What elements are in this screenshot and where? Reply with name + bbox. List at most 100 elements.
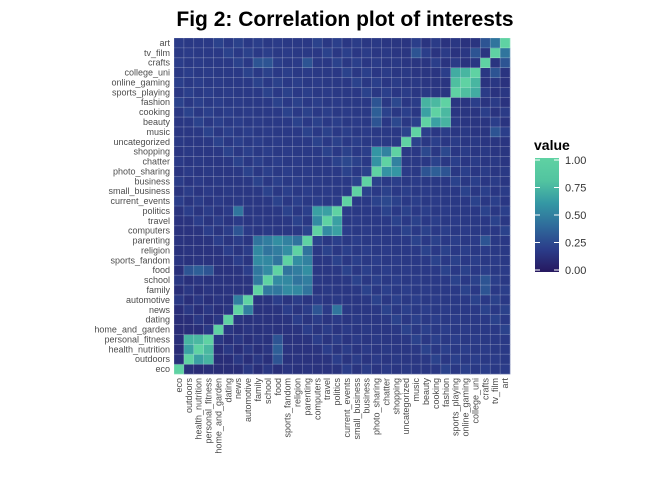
heatmap-cell xyxy=(480,97,491,108)
heatmap-cell xyxy=(282,294,293,306)
heatmap-cell xyxy=(292,245,303,256)
heatmap-cell xyxy=(430,215,442,227)
heatmap-cell xyxy=(430,57,442,68)
heatmap-cell xyxy=(361,265,372,276)
heatmap-cell xyxy=(302,334,313,345)
heatmap-cell xyxy=(282,126,293,138)
x-tick-label: sports_fandom xyxy=(283,378,293,438)
heatmap-cell xyxy=(490,304,501,315)
heatmap-cell xyxy=(500,275,511,286)
heatmap-cell xyxy=(253,344,264,355)
heatmap-cell xyxy=(411,136,422,147)
heatmap-cell xyxy=(361,364,372,375)
heatmap-cell xyxy=(233,215,244,227)
heatmap-cell xyxy=(450,87,461,98)
y-tick-label: shopping xyxy=(133,147,170,157)
y-tick-label: health_nutrition xyxy=(108,344,170,354)
heatmap-cell xyxy=(223,57,234,68)
heatmap-cell xyxy=(361,304,372,315)
heatmap-cell xyxy=(342,364,353,375)
heatmap-cell xyxy=(292,304,303,315)
heatmap-cell xyxy=(213,245,224,256)
heatmap-cell xyxy=(183,97,195,108)
heatmap-cell xyxy=(371,146,382,157)
heatmap-cell xyxy=(282,275,293,286)
heatmap-cell xyxy=(440,117,451,128)
heatmap-cell xyxy=(470,186,481,197)
heatmap-cell xyxy=(351,225,363,236)
heatmap-cell xyxy=(351,156,363,167)
heatmap-cell xyxy=(500,364,511,375)
heatmap-cell xyxy=(450,225,461,236)
heatmap-cell xyxy=(480,196,491,207)
heatmap-cell xyxy=(262,126,274,138)
heatmap-cell xyxy=(203,255,214,266)
heatmap-cell xyxy=(460,136,471,147)
heatmap-cell xyxy=(470,314,481,325)
heatmap-cell xyxy=(243,235,254,246)
heatmap-cell xyxy=(332,77,343,88)
heatmap-cell xyxy=(480,275,491,286)
heatmap-cell xyxy=(312,156,323,167)
heatmap-cell xyxy=(480,156,491,167)
heatmap-cell xyxy=(183,186,195,197)
heatmap-cell xyxy=(500,38,511,49)
heatmap-cell xyxy=(332,166,343,177)
heatmap-cell xyxy=(302,176,313,187)
heatmap-cell xyxy=(490,206,501,217)
heatmap-cell xyxy=(253,38,264,49)
heatmap-cell xyxy=(174,255,185,266)
heatmap-cell xyxy=(401,225,412,236)
heatmap-cell xyxy=(342,225,353,236)
heatmap-cell xyxy=(401,67,412,78)
heatmap-cell xyxy=(470,77,481,88)
heatmap-cell xyxy=(233,225,244,236)
heatmap-cell xyxy=(450,117,461,128)
heatmap-cell xyxy=(243,364,254,375)
heatmap-cell xyxy=(381,176,392,187)
heatmap-cell xyxy=(312,255,323,266)
heatmap-cell xyxy=(440,186,451,197)
heatmap-cell xyxy=(282,67,293,78)
heatmap-cell xyxy=(470,235,481,246)
heatmap-cell xyxy=(302,146,313,157)
heatmap-cell xyxy=(391,77,402,88)
heatmap-cell xyxy=(312,186,323,197)
heatmap-cell xyxy=(500,225,511,236)
heatmap-cell xyxy=(440,225,451,236)
heatmap-cell xyxy=(302,38,313,49)
heatmap-cell xyxy=(391,304,402,315)
heatmap-cell xyxy=(302,67,313,78)
y-tick-label: fashion xyxy=(141,97,170,107)
heatmap-cell xyxy=(361,176,372,187)
heatmap-cell xyxy=(361,354,372,365)
heatmap-cell xyxy=(292,107,303,118)
heatmap-cell xyxy=(381,117,392,128)
heatmap-cell xyxy=(193,38,204,49)
heatmap-cell xyxy=(292,285,303,296)
heatmap-cell xyxy=(401,294,412,306)
heatmap-cell xyxy=(203,206,214,217)
heatmap-cell xyxy=(480,87,491,98)
heatmap-cell xyxy=(223,97,234,108)
heatmap-cell xyxy=(480,146,491,157)
heatmap-cell xyxy=(440,38,451,49)
x-axis-labels: eco outdoors health_nutrition personal_fitn… xyxy=(174,378,510,454)
heatmap-cell xyxy=(470,47,481,59)
heatmap-cell xyxy=(490,117,501,128)
heatmap-cell xyxy=(193,97,204,108)
heatmap-cell xyxy=(302,314,313,325)
heatmap-cell xyxy=(193,364,204,375)
heatmap-cell xyxy=(480,354,491,365)
heatmap-cell xyxy=(272,67,283,78)
x-tick-label: beauty xyxy=(421,378,431,406)
heatmap-cell xyxy=(480,235,491,246)
heatmap-cell xyxy=(500,235,511,246)
heatmap-cell xyxy=(411,196,422,207)
heatmap-cell xyxy=(421,235,432,246)
heatmap-cell xyxy=(223,117,234,128)
heatmap-cell xyxy=(223,38,234,49)
heatmap-cell xyxy=(302,344,313,355)
heatmap-cell xyxy=(302,126,313,138)
heatmap-cell xyxy=(322,324,333,335)
